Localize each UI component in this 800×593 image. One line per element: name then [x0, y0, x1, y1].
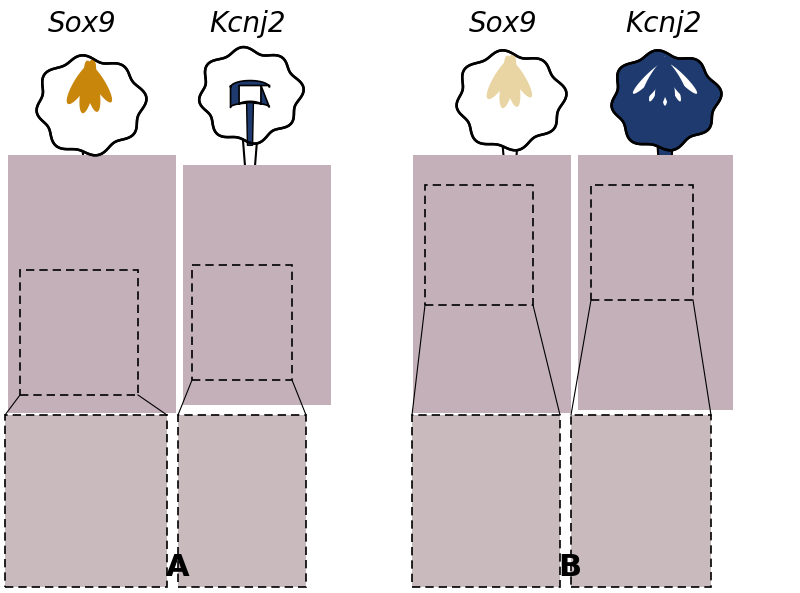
Polygon shape [37, 55, 146, 155]
Polygon shape [655, 54, 671, 109]
Polygon shape [199, 47, 304, 144]
Bar [20, 270, 138, 395]
Polygon shape [242, 133, 258, 169]
Polygon shape [486, 57, 515, 99]
Bar [578, 155, 733, 410]
Polygon shape [230, 81, 270, 107]
Bar [591, 185, 693, 300]
Polygon shape [642, 57, 670, 99]
Polygon shape [502, 143, 518, 176]
Polygon shape [66, 62, 95, 104]
Bar [192, 265, 292, 380]
Polygon shape [82, 148, 98, 181]
Bar [183, 165, 331, 405]
Text: Kcnj2: Kcnj2 [625, 10, 702, 38]
Polygon shape [612, 50, 722, 150]
Polygon shape [658, 143, 673, 174]
Bar [413, 155, 571, 413]
Bar [412, 415, 560, 587]
Bar [5, 415, 167, 587]
Text: Sox9: Sox9 [48, 10, 116, 38]
Polygon shape [649, 58, 668, 101]
Polygon shape [506, 58, 532, 97]
Bar [8, 155, 176, 413]
Polygon shape [504, 56, 520, 107]
Polygon shape [86, 63, 112, 103]
Polygon shape [662, 56, 669, 106]
Polygon shape [666, 63, 697, 94]
Bar [425, 185, 533, 305]
Polygon shape [457, 50, 566, 150]
Polygon shape [633, 63, 663, 94]
Polygon shape [79, 59, 96, 113]
Polygon shape [84, 60, 100, 112]
Polygon shape [662, 58, 681, 101]
Polygon shape [659, 56, 675, 107]
Polygon shape [661, 58, 687, 97]
Bar [178, 415, 306, 587]
Bar [571, 415, 711, 587]
Text: Kcnj2: Kcnj2 [210, 10, 286, 38]
Text: B: B [558, 553, 582, 582]
Text: A: A [166, 553, 190, 582]
Polygon shape [246, 103, 254, 145]
Text: Sox9: Sox9 [469, 10, 538, 38]
Polygon shape [499, 54, 516, 109]
